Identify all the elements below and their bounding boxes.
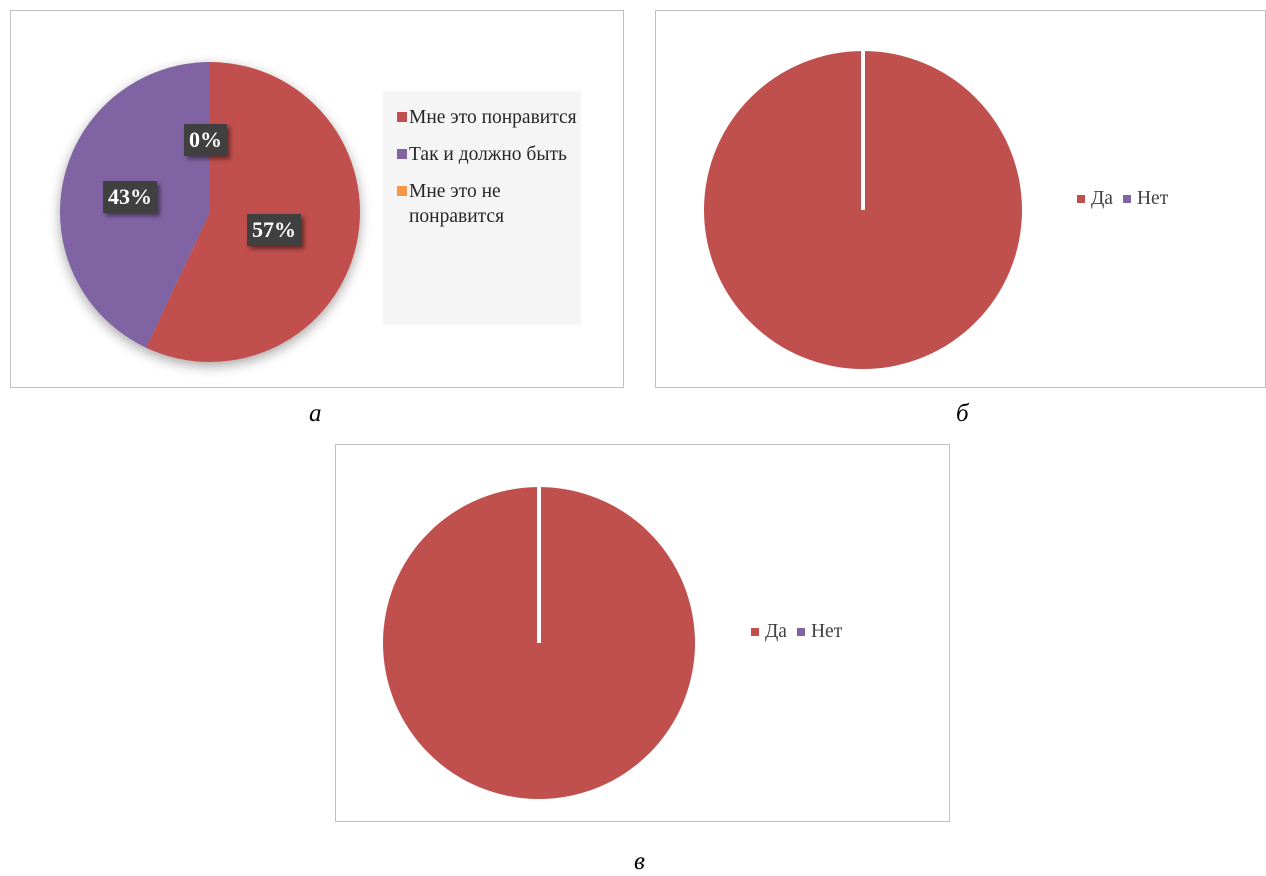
legend-item: Мне это понравится: [397, 105, 579, 130]
data-label-0: 57%: [247, 214, 301, 246]
legend-b: Да Нет: [1077, 188, 1174, 210]
chart-panel-c: Да Нет: [335, 444, 950, 822]
legend-label: Мне это понравится: [409, 107, 577, 128]
legend-label: Нет: [1136, 188, 1169, 209]
legend-c: Да Нет: [751, 621, 848, 643]
legend-swatch: [796, 628, 805, 636]
legend-swatch: [1077, 195, 1085, 203]
caption-c: в: [634, 848, 645, 875]
legend-label: Да: [765, 621, 787, 642]
legend-label: Нет: [810, 621, 843, 642]
pie-slice: [146, 62, 360, 362]
legend-label: Так и должно быть: [409, 144, 567, 165]
legend-item: Нет: [796, 621, 843, 643]
legend-item: Да: [751, 621, 787, 643]
caption-b: б: [956, 400, 969, 427]
data-label-2: 0%: [184, 124, 227, 156]
legend-swatch: [751, 628, 759, 636]
legend-swatch: [397, 149, 407, 159]
legend-label: Да: [1091, 188, 1113, 209]
legend-swatch: [397, 186, 407, 196]
caption-a: а: [309, 400, 322, 427]
legend-item: Да: [1077, 188, 1113, 210]
legend-swatch: [397, 112, 407, 122]
legend-a: Мне это понравится Так и должно быть Мне…: [383, 91, 581, 325]
data-label-1: 43%: [103, 181, 157, 213]
legend-swatch: [1122, 195, 1131, 203]
legend-label: Мне это не понравится: [409, 181, 505, 227]
pie-chart-b: [704, 51, 1022, 369]
chart-panel-a: 0% 43% 57% Мне это понравится Так и долж…: [10, 10, 624, 388]
legend-item: Так и должно быть: [397, 142, 579, 167]
legend-item: Мне это не понравится: [397, 179, 579, 229]
chart-panel-b: Да Нет: [655, 10, 1266, 388]
legend-item: Нет: [1122, 188, 1169, 210]
pie-chart-c: [383, 487, 695, 799]
